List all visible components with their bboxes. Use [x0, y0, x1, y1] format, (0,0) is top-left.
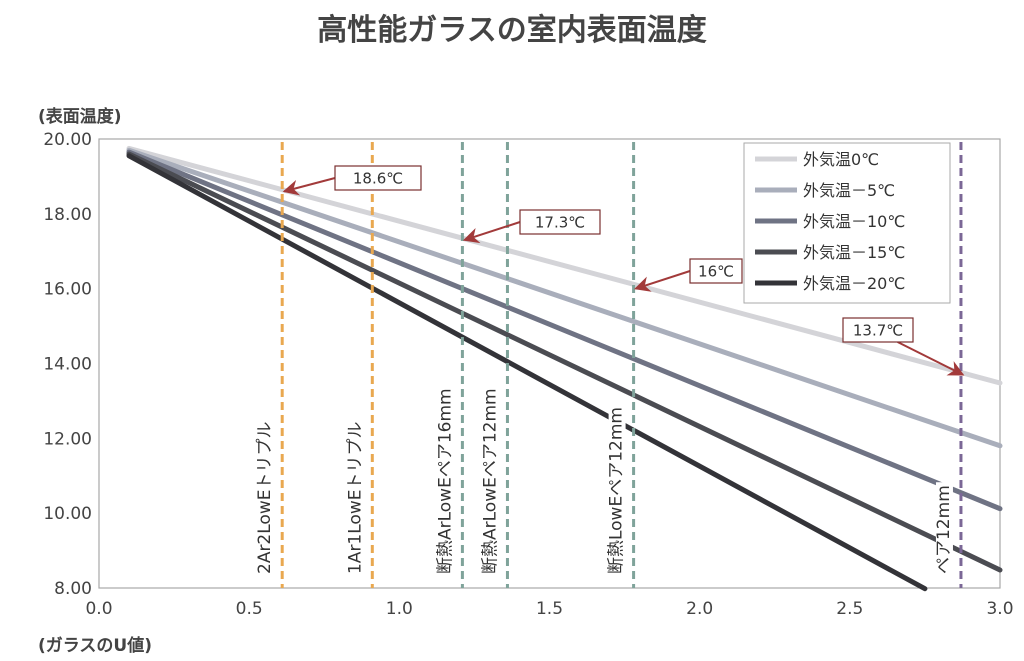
series-line-4 [126, 153, 928, 592]
callout-arrow [634, 270, 691, 292]
callout-label: 17.3℃ [535, 214, 585, 232]
vertical-line-label: 2Ar2LowEトリプル [255, 422, 275, 574]
y-axis-label: (表面温度) [38, 106, 122, 127]
vertical-line-label: 断熱ArLowEペア12mm [480, 388, 500, 574]
callout-arrow [897, 341, 965, 376]
x-tick-label: 2.0 [686, 599, 713, 619]
series-line-2 [126, 149, 1003, 512]
y-tick-label: 20.00 [43, 130, 92, 150]
y-tick-label: 12.00 [43, 429, 92, 449]
y-tick-label: 18.00 [43, 205, 92, 225]
callout-box [842, 317, 914, 343]
vertical-line-label: 断熱LowEペア12mm [607, 407, 627, 574]
vertical-label-bg [347, 418, 365, 577]
vertical-label-bg [437, 385, 455, 577]
callouts: 18.6℃ 17.3℃ 16℃ 13.7℃ [282, 165, 965, 376]
x-axis-label: (ガラスのU値) [38, 635, 152, 656]
x-tick-label: 1.0 [386, 599, 413, 619]
y-tick-label: 8.00 [54, 579, 92, 599]
callout-box [334, 165, 422, 191]
x-tick-label: 3.0 [986, 599, 1013, 619]
series-lines [126, 145, 1003, 592]
vertical-line-label: 1Ar1LowEトリプル [345, 422, 365, 574]
legend-entry: 外気温－20℃ [803, 274, 905, 293]
plot-area [98, 138, 1001, 589]
callout-arrow [462, 221, 521, 244]
y-tick-label: 14.00 [43, 355, 92, 375]
vertical-lines: 2Ar2LowEトリプル 1Ar1LowEトリプル 断熱ArLowEペア16mm 断熱… [255, 142, 963, 588]
callout-arrow [282, 177, 336, 196]
vertical-label-bg [935, 482, 953, 577]
series-line-1 [126, 147, 1003, 449]
y-tick-label: 10.00 [43, 504, 92, 524]
chart-title: 高性能ガラスの室内表面温度 [317, 13, 706, 48]
legend: 外気温0℃ 外気温－5℃ 外気温－10℃ 外気温－15℃ 外気温－20℃ [743, 142, 951, 304]
x-tick-label: 0.0 [85, 599, 112, 619]
legend-entry: 外気温0℃ [803, 150, 879, 169]
legend-entry: 外気温－10℃ [803, 212, 905, 231]
x-tick-label: 2.5 [836, 599, 863, 619]
callout-label: 18.6℃ [353, 170, 403, 188]
vertical-label-bg [257, 418, 275, 577]
callout-box [689, 258, 743, 284]
vertical-line-label: 断熱ArLowEペア16mm [435, 388, 455, 574]
callout-box [519, 209, 601, 235]
vertical-line-label: ペア12mm [934, 485, 954, 574]
series-line-3 [126, 151, 1003, 573]
legend-entry: 外気温－5℃ [803, 181, 895, 200]
vertical-label-bg [608, 404, 626, 577]
y-tick-labels: 8.00 10.00 12.00 14.00 16.00 18.00 20.00 [43, 130, 92, 599]
x-tick-label: 0.5 [236, 599, 263, 619]
x-tick-labels: 0.0 0.5 1.0 1.5 2.0 2.5 3.0 [85, 599, 1013, 619]
legend-entry: 外気温－15℃ [803, 243, 905, 262]
callout-label: 16℃ [698, 263, 734, 281]
y-tick-label: 16.00 [43, 280, 92, 300]
vertical-label-bg [482, 385, 500, 577]
callout-label: 13.7℃ [853, 322, 903, 340]
x-tick-label: 1.5 [536, 599, 563, 619]
series-line-0 [126, 145, 1003, 386]
